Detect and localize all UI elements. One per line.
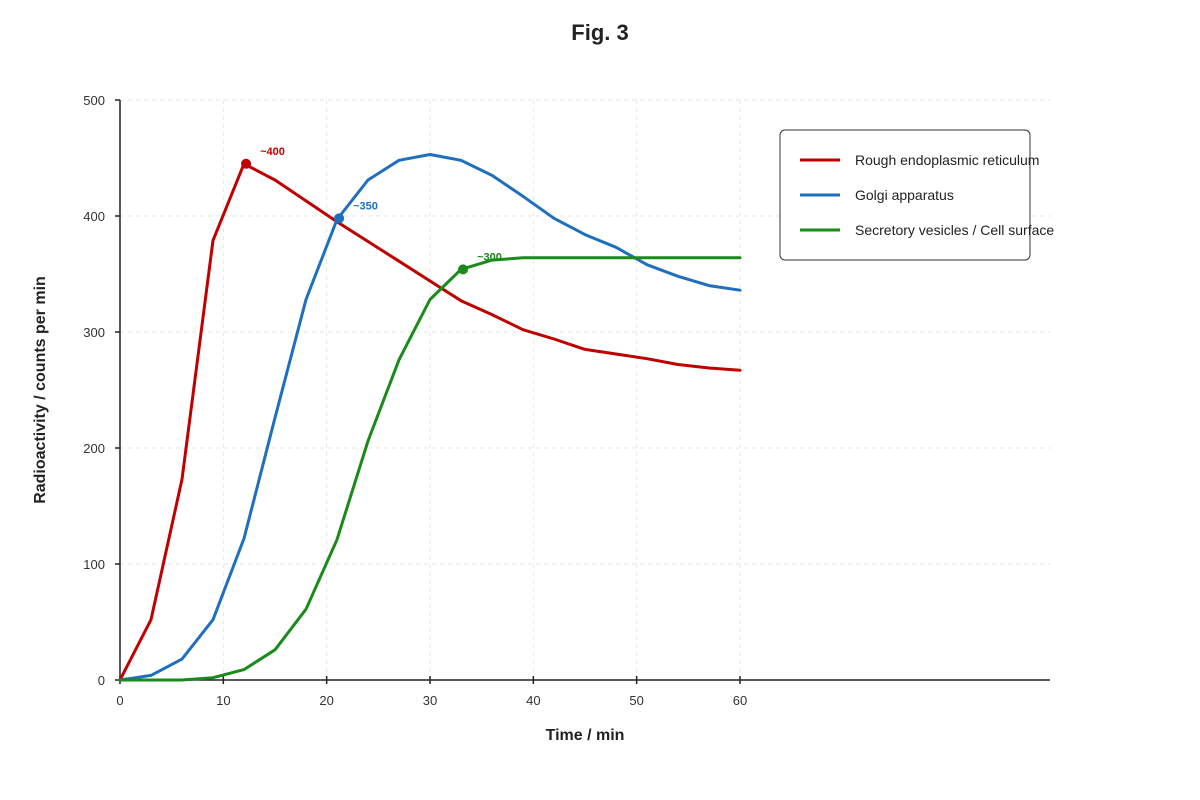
y-tick-label-4: 400 [83, 209, 105, 224]
y-tick-label-0: 0 [98, 673, 105, 688]
chart-title: Fig. 3 [571, 20, 628, 45]
annotation-label-1: ~350 [353, 200, 378, 212]
annotation-marker-0 [241, 158, 252, 169]
series-line-0 [118, 162, 742, 682]
x-tick-label-0: 0 [116, 693, 123, 708]
x-tick-label-3: 30 [423, 693, 437, 708]
legend-label-1: Golgi apparatus [855, 187, 954, 203]
y-tick-label-3: 300 [83, 325, 105, 340]
series-layer [118, 153, 742, 682]
x-axis-label: Time / min [546, 727, 625, 744]
annotation-layer: ~400 ~350 ~300 [241, 146, 502, 275]
legend-box [779, 129, 1031, 261]
x-tick-label-6: 60 [733, 693, 747, 708]
legend: Rough endoplasmic reticulum Golgi apparat… [779, 129, 1054, 261]
grid-layer [120, 99, 1050, 680]
x-tick-label-2: 20 [319, 693, 333, 708]
axes-layer: 0 10 20 30 40 50 60 0 100 200 300 400 500 [83, 93, 1050, 708]
y-tick-label-1: 100 [83, 557, 105, 572]
y-tick-label-5: 500 [83, 93, 105, 108]
y-axis-label: Radioactivity / counts per min [32, 276, 49, 504]
annotation-marker-1 [334, 213, 345, 224]
y-tick-label-2: 200 [83, 441, 105, 456]
x-tick-label-4: 40 [526, 693, 540, 708]
annotation-label-0: ~400 [260, 146, 285, 158]
legend-label-0: Rough endoplasmic reticulum [855, 152, 1039, 168]
legend-label-2: Secretory vesicles / Cell surface [855, 222, 1054, 238]
series-line-2 [118, 256, 742, 682]
annotation-label-2: ~300 [477, 251, 502, 263]
series-line-1 [118, 153, 742, 682]
annotation-marker-2 [458, 264, 469, 275]
x-tick-label-1: 10 [216, 693, 230, 708]
x-tick-label-5: 50 [629, 693, 643, 708]
